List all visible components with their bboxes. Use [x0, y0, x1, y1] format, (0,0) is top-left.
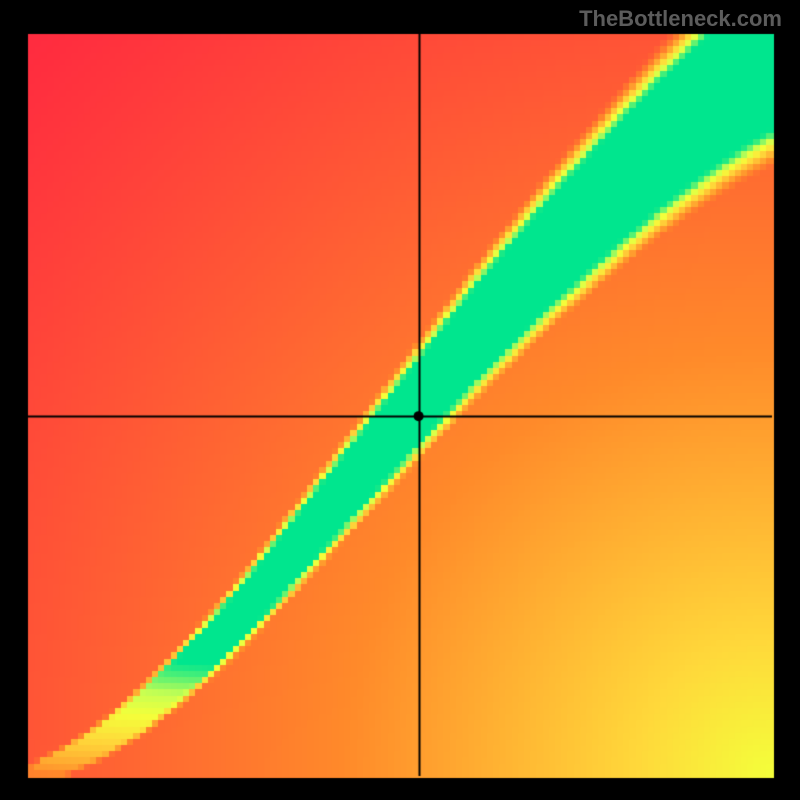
source-watermark: TheBottleneck.com [579, 6, 782, 32]
chart-container: TheBottleneck.com [0, 0, 800, 800]
bottleneck-heatmap-canvas [0, 0, 800, 800]
